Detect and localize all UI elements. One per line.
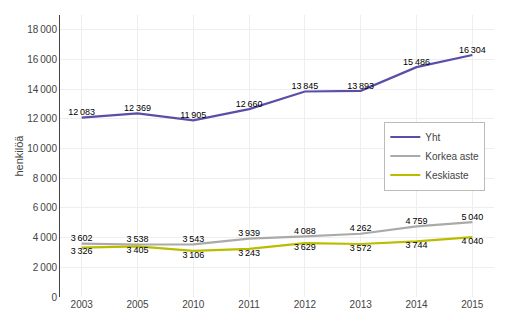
svg-text:3 538: 3 538 (127, 234, 149, 244)
svg-text:13 845: 13 845 (291, 81, 318, 91)
svg-text:Keskiaste: Keskiaste (425, 170, 469, 181)
svg-text:Korkea aste: Korkea aste (425, 151, 479, 162)
svg-text:2015: 2015 (461, 299, 484, 310)
svg-text:12 000: 12 000 (27, 113, 57, 124)
svg-text:14 000: 14 000 (27, 84, 57, 95)
svg-text:4 040: 4 040 (461, 236, 483, 246)
svg-text:2005: 2005 (126, 299, 149, 310)
svg-text:4 000: 4 000 (33, 232, 58, 243)
svg-text:3 602: 3 602 (71, 233, 93, 243)
svg-text:5 040: 5 040 (461, 212, 483, 222)
svg-text:Yht: Yht (425, 132, 440, 143)
svg-text:3 543: 3 543 (182, 234, 204, 244)
svg-text:3 572: 3 572 (350, 243, 372, 253)
svg-text:0: 0 (51, 292, 57, 303)
svg-text:6 000: 6 000 (33, 202, 58, 213)
svg-text:henkilöä: henkilöä (13, 135, 25, 177)
svg-text:2011: 2011 (238, 299, 260, 310)
svg-text:2013: 2013 (350, 299, 373, 310)
svg-text:2012: 2012 (294, 299, 317, 310)
svg-text:16 304: 16 304 (459, 45, 486, 55)
svg-text:2 000: 2 000 (33, 262, 58, 273)
svg-text:3 744: 3 744 (406, 240, 428, 250)
svg-text:18 000: 18 000 (27, 24, 57, 35)
svg-text:4 262: 4 262 (350, 223, 372, 233)
svg-text:2003: 2003 (71, 299, 94, 310)
svg-text:12 660: 12 660 (236, 99, 263, 109)
svg-text:4 759: 4 759 (406, 216, 428, 226)
svg-text:11 905: 11 905 (180, 110, 206, 120)
svg-text:15 486: 15 486 (403, 57, 430, 67)
svg-text:3 106: 3 106 (182, 250, 204, 260)
svg-text:3 939: 3 939 (238, 228, 260, 238)
svg-text:8 000: 8 000 (33, 173, 58, 184)
svg-text:3 405: 3 405 (127, 245, 149, 255)
svg-text:10 000: 10 000 (27, 143, 57, 154)
svg-text:3 243: 3 243 (238, 248, 260, 258)
svg-text:12 083: 12 083 (68, 107, 95, 117)
svg-text:3 326: 3 326 (71, 246, 93, 256)
svg-text:2010: 2010 (182, 299, 205, 310)
svg-text:3 629: 3 629 (294, 242, 316, 252)
svg-text:12 369: 12 369 (124, 103, 151, 113)
svg-text:4 088: 4 088 (294, 226, 316, 236)
svg-text:16 000: 16 000 (27, 54, 57, 65)
svg-text:2014: 2014 (405, 299, 428, 310)
svg-text:13 893: 13 893 (347, 81, 374, 91)
